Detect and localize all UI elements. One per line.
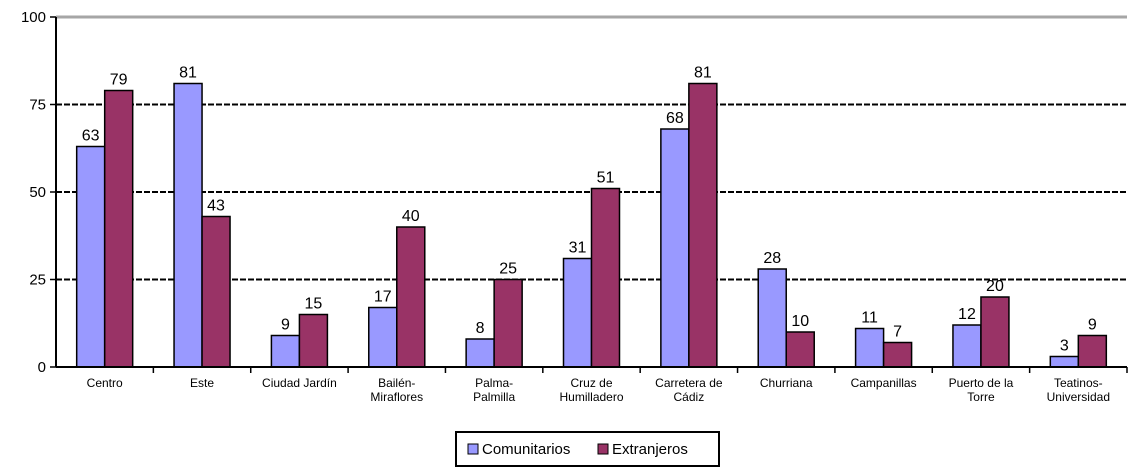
category-label-line: Este	[190, 376, 214, 390]
bar-extranjeros-5	[590, 187, 621, 368]
bar-extranjeros-9	[980, 296, 1010, 368]
category-label-line: Puerto de la	[949, 376, 1014, 390]
category-label-5: Cruz de Humilladero	[559, 376, 623, 404]
category-label-line: Campanillas	[851, 376, 917, 390]
category-label-6: Carretera de Cádiz	[655, 376, 723, 404]
legend-swatch-comunitarios	[467, 443, 479, 455]
bar-extranjeros-7	[785, 331, 815, 368]
data-label-extranjeros-8: 7	[893, 324, 902, 341]
data-label-comunitarios-4: 8	[476, 320, 485, 337]
y-tick-label-75: 75	[29, 97, 46, 114]
category-label-line: Cádiz	[674, 390, 705, 404]
bar-comunitarios-3	[368, 306, 398, 368]
y-tick-label-50: 50	[29, 184, 46, 201]
bar-comunitarios-9	[952, 324, 982, 368]
data-label-extranjeros-7: 10	[791, 313, 809, 330]
y-tick-label-25: 25	[29, 272, 46, 289]
category-label-10: Teatinos-Universidad	[1047, 376, 1110, 404]
bar-extranjeros-1	[201, 215, 231, 368]
category-label-line: Miraflores	[370, 390, 423, 404]
data-label-comunitarios-6: 68	[666, 110, 684, 127]
data-label-comunitarios-10: 3	[1060, 338, 1069, 355]
category-label-7: Churriana	[760, 376, 813, 390]
bar-comunitarios-6	[660, 128, 690, 368]
category-label-line: Centro	[87, 376, 123, 390]
bar-comunitarios-7	[757, 268, 787, 368]
data-label-extranjeros-10: 9	[1088, 317, 1097, 334]
category-label-line: Palmilla	[473, 390, 515, 404]
category-label-line: Teatinos-	[1054, 376, 1103, 390]
data-label-extranjeros-1: 43	[207, 198, 225, 215]
data-label-comunitarios-3: 17	[374, 289, 392, 306]
y-tick-label-100: 100	[21, 9, 46, 26]
bar-comunitarios-2	[270, 334, 301, 368]
category-label-4: Palma-Palmilla	[473, 376, 515, 404]
bar-extranjeros-4	[493, 278, 523, 368]
category-label-line: Humilladero	[559, 390, 623, 404]
data-label-extranjeros-5: 51	[597, 170, 615, 187]
category-label-line: Carretera de	[655, 376, 723, 390]
data-label-comunitarios-8: 11	[861, 310, 878, 327]
legend-swatch-extranjeros	[597, 443, 609, 455]
data-label-extranjeros-2: 15	[305, 296, 323, 313]
data-label-extranjeros-0: 79	[110, 72, 128, 89]
category-label-line: Ciudad Jardín	[262, 376, 337, 390]
bar-comunitarios-0	[75, 145, 106, 368]
bar-extranjeros-0	[103, 89, 134, 368]
data-label-extranjeros-6: 81	[694, 65, 712, 82]
legend-label-comunitarios: Comunitarios	[482, 441, 570, 458]
category-label-2: Ciudad Jardín	[262, 376, 337, 390]
bar-comunitarios-1	[173, 82, 203, 368]
data-label-extranjeros-9: 20	[986, 278, 1004, 295]
category-label-8: Campanillas	[851, 376, 917, 390]
bar-comunitarios-10	[1049, 355, 1080, 368]
data-label-extranjeros-4: 25	[499, 261, 517, 278]
bar-comunitarios-8	[854, 327, 885, 368]
bars	[75, 82, 1108, 368]
data-label-comunitarios-1: 81	[179, 65, 197, 82]
category-label-line: Churriana	[760, 376, 813, 390]
category-label-9: Puerto de la Torre	[949, 376, 1014, 404]
data-label-comunitarios-2: 9	[281, 317, 290, 334]
category-label-line: Universidad	[1047, 390, 1110, 404]
category-label-0: Centro	[87, 376, 123, 390]
bar-comunitarios-5	[562, 257, 593, 368]
category-label-line: Cruz de	[570, 376, 612, 390]
bar-extranjeros-2	[298, 313, 329, 368]
legend: Comunitarios Extranjeros	[455, 431, 720, 467]
bar-extranjeros-3	[396, 226, 426, 368]
bar-comunitarios-4	[465, 338, 495, 368]
category-label-3: Bailén-Miraflores	[370, 376, 423, 404]
category-label-line: Bailén-	[378, 376, 415, 390]
axes	[50, 16, 1128, 373]
category-label-1: Este	[190, 376, 214, 390]
bar-extranjeros-10	[1077, 334, 1108, 368]
category-label-line: Palma-	[475, 376, 513, 390]
data-label-extranjeros-3: 40	[402, 208, 420, 225]
gridlines	[56, 15, 1127, 281]
y-tick-label-0: 0	[38, 359, 46, 376]
data-label-comunitarios-5: 31	[569, 240, 587, 257]
data-label-comunitarios-0: 63	[82, 128, 100, 145]
bar-extranjeros-8	[882, 341, 913, 368]
legend-label-extranjeros: Extranjeros	[612, 441, 688, 458]
data-label-comunitarios-9: 12	[958, 306, 976, 323]
category-label-line: Torre	[967, 390, 995, 404]
data-label-comunitarios-7: 28	[763, 250, 781, 267]
legend-box	[455, 431, 720, 467]
bar-extranjeros-6	[688, 82, 718, 368]
